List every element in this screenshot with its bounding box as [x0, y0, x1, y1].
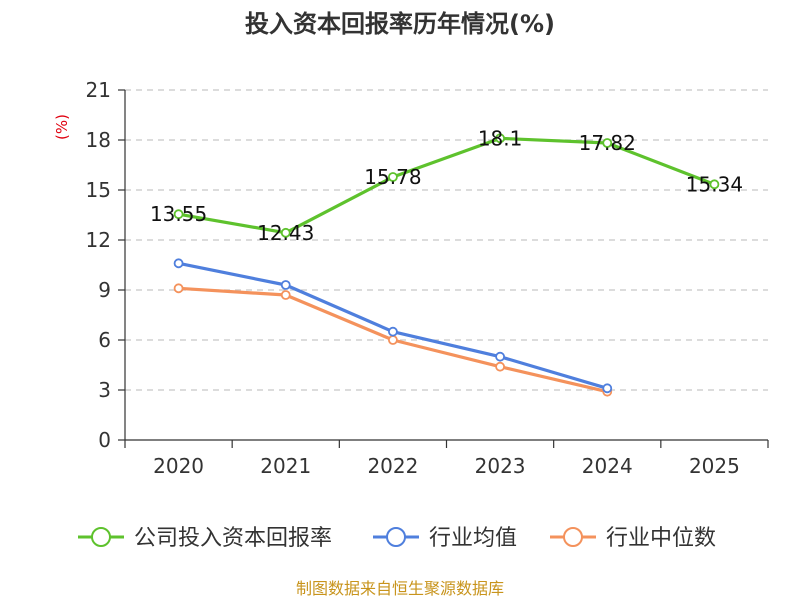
y-tick-label: 21 — [86, 78, 111, 102]
x-tick-label: 2024 — [582, 454, 633, 478]
series-line — [176, 261, 609, 390]
data-point — [602, 138, 613, 148]
y-tick-label: 3 — [98, 378, 111, 402]
data-point — [173, 209, 184, 220]
x-tick-label: 2025 — [689, 454, 740, 478]
data-label: 15.34 — [686, 172, 743, 196]
legend-label: 行业均值 — [429, 526, 517, 551]
data-label-layer: 13.55 12.43 15.78 18.1 17.82 15.34 — [150, 126, 743, 245]
data-point — [495, 351, 505, 362]
legend-label: 行业中位数 — [606, 526, 716, 551]
source-note: 制图数据来自恒生聚源数据库 — [296, 579, 504, 598]
y-tick-label: 0 — [98, 428, 111, 452]
grid-layer — [125, 89, 768, 391]
y-axis-unit-label: (%) — [53, 114, 71, 140]
legend-swatch-marker — [563, 527, 583, 547]
legend-swatch-marker — [91, 527, 111, 547]
data-label: 12.43 — [257, 221, 314, 245]
legend-label: 公司投入资本回报率 — [134, 526, 332, 551]
data-point — [388, 172, 398, 182]
series-line — [176, 136, 717, 235]
y-tick-label: 12 — [86, 228, 111, 252]
y-tick-label: 9 — [98, 278, 111, 302]
y-tick-label: 15 — [86, 178, 111, 202]
y-tick-label: 6 — [98, 328, 111, 352]
data-point — [495, 361, 505, 372]
data-point — [602, 383, 613, 394]
data-point — [280, 227, 291, 238]
data-point — [388, 335, 398, 345]
x-tick-label: 2021 — [260, 454, 311, 478]
data-point — [280, 290, 291, 300]
chart-title: 投入资本回报率历年情况(%) — [245, 10, 555, 38]
x-tick-label: 2020 — [153, 454, 204, 478]
legend-swatch-marker — [386, 527, 406, 547]
series-layer — [173, 133, 720, 397]
data-label: 15.78 — [364, 165, 421, 189]
x-tick-label: 2023 — [475, 454, 526, 478]
data-label: 18.1 — [478, 126, 523, 150]
data-point — [173, 258, 184, 269]
data-point — [280, 280, 291, 290]
data-label: 17.82 — [579, 131, 636, 155]
data-point — [173, 283, 184, 294]
data-point — [709, 179, 720, 190]
data-point — [388, 326, 398, 337]
data-label: 13.55 — [150, 202, 207, 226]
legend: 公司投入资本回报率 行业均值 行业中位数 — [78, 526, 716, 551]
axis-layer: 0 3 6 9 12 15 18 21 2020 2021 2022 2023 2024 2025 — [86, 78, 769, 478]
x-tick-label: 2022 — [367, 454, 418, 478]
y-tick-label: 18 — [86, 128, 111, 152]
data-point — [495, 133, 505, 144]
